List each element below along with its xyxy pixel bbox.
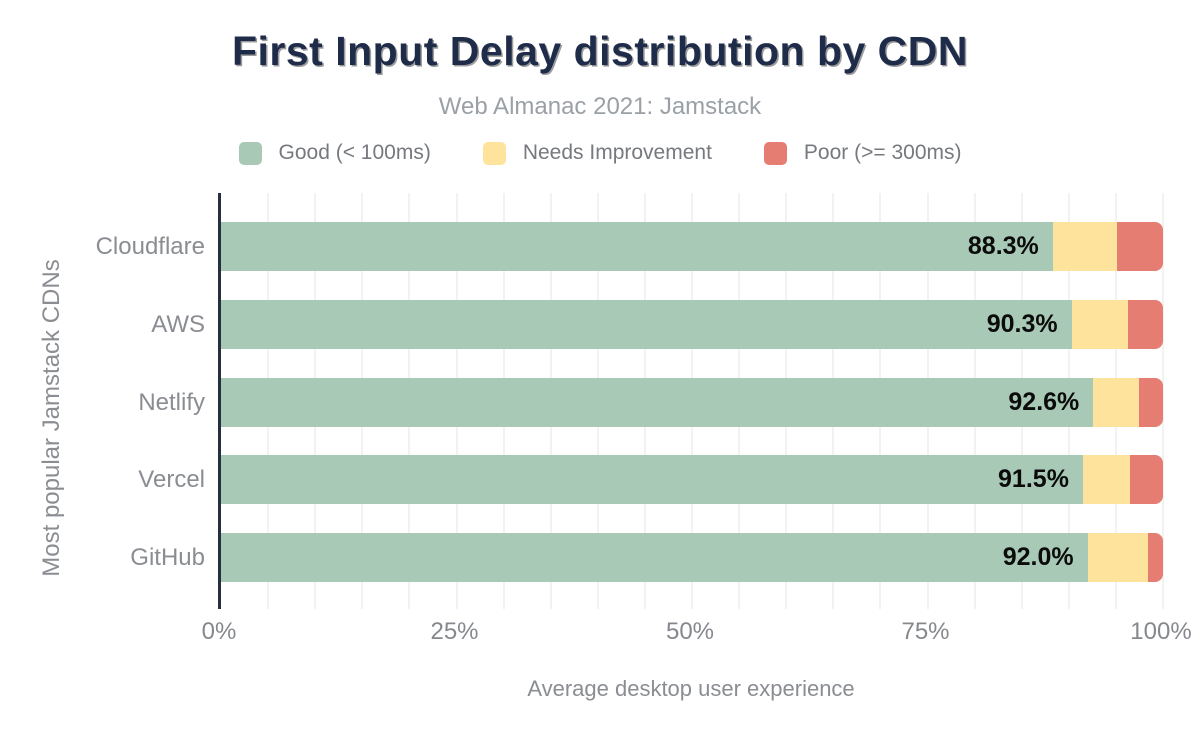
x-axis-title: Average desktop user experience xyxy=(527,676,855,701)
bar-value-label: 92.0% xyxy=(1002,543,1074,571)
bar-row-netlify xyxy=(221,377,1163,427)
bar-row-cloudflare xyxy=(221,222,1163,271)
bar-value-label: 92.6% xyxy=(1008,387,1080,416)
legend-item-1[interactable]: Good (< 100ms) xyxy=(238,141,431,165)
x-tick-label-100: 100% xyxy=(1130,618,1192,645)
x-tick-label-75: 75% xyxy=(901,618,950,645)
legend-label: Poor (>= 300ms) xyxy=(803,141,962,164)
bar-segment-needs xyxy=(1082,455,1131,505)
bar-segment-good xyxy=(221,299,1072,349)
bar-segment-needs xyxy=(1087,533,1148,582)
chart-subtitle: Web Almanac 2021: Jamstack xyxy=(438,93,762,120)
chart-title: First Input Delay distribution by CDN xyxy=(231,28,969,74)
bar-segment-needs xyxy=(1093,377,1140,427)
bar-segment-poor xyxy=(1139,377,1163,427)
bar-segment-poor xyxy=(1128,299,1163,349)
bar-segment-good xyxy=(221,377,1094,427)
category-label-cloudflare: Cloudflare xyxy=(95,233,205,260)
x-tick-label-50: 50% xyxy=(665,618,715,645)
legend-item-2[interactable]: Needs Improvement xyxy=(482,141,712,165)
bar-row-github xyxy=(221,533,1163,582)
legend-label: Needs Improvement xyxy=(522,141,712,164)
bar-segment-poor xyxy=(1130,455,1163,505)
bar-segment-good xyxy=(221,533,1088,582)
bar-segment-needs xyxy=(1071,299,1129,349)
gridline xyxy=(1162,193,1164,609)
y-axis-line xyxy=(218,193,221,609)
bar-row-vercel xyxy=(221,455,1163,505)
legend-swatch-icon xyxy=(763,141,787,165)
category-label-netlify: Netlify xyxy=(138,388,205,416)
legend-swatch-icon xyxy=(238,141,262,165)
bar-value-label: 88.3% xyxy=(967,232,1039,260)
bar-segment-needs xyxy=(1052,222,1117,271)
category-label-aws: AWS xyxy=(151,310,205,338)
legend-label: Good (< 100ms) xyxy=(278,141,431,164)
bar-segment-good xyxy=(221,222,1053,271)
category-label-vercel: Vercel xyxy=(138,466,205,494)
x-tick-label-0: 0% xyxy=(201,618,237,645)
chart-legend: Good (< 100ms) Needs Improvement Poor (>= … xyxy=(0,141,1200,165)
legend-swatch-icon xyxy=(482,141,506,165)
bar-row-aws xyxy=(221,299,1163,349)
category-label-github: GitHub xyxy=(130,544,205,571)
bar-segment-poor xyxy=(1147,533,1163,582)
legend-item-3[interactable]: Poor (>= 300ms) xyxy=(763,141,962,165)
bar-segment-poor xyxy=(1116,222,1163,271)
bar-segment-good xyxy=(221,455,1083,505)
bar-value-label: 91.5% xyxy=(998,465,1069,494)
bar-value-label: 90.3% xyxy=(986,309,1058,338)
x-tick-label-25: 25% xyxy=(430,618,479,645)
